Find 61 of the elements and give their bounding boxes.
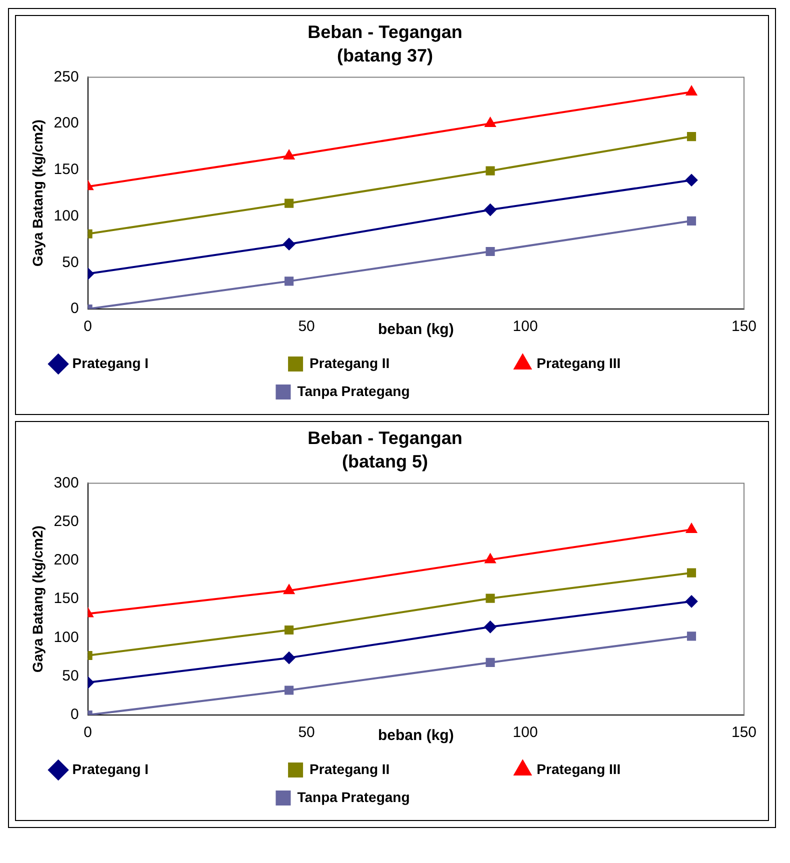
point xyxy=(484,620,496,633)
point xyxy=(686,86,697,96)
legend-label: Prategang II xyxy=(310,760,502,777)
y-tick-label: 0 xyxy=(70,300,79,318)
point xyxy=(484,554,496,564)
point xyxy=(486,166,495,176)
y-tick-label: 250 xyxy=(54,68,79,86)
point xyxy=(486,658,495,667)
point xyxy=(686,524,697,534)
chart-title: Beban - Tegangan xyxy=(308,428,462,448)
y-tick-label: 200 xyxy=(54,552,79,569)
legend-label: Tanpa Prategang xyxy=(297,382,494,399)
x-tick-label: 150 xyxy=(731,724,757,742)
point xyxy=(486,594,495,603)
x-tick-label: 100 xyxy=(512,724,538,742)
x-axis-title: beban (kg) xyxy=(378,727,454,744)
y-axis-title: Gaya Batang (kg/cm2) xyxy=(29,526,46,673)
y-tick-label: 200 xyxy=(54,114,79,132)
point xyxy=(284,686,294,695)
legend-label: Prategang I xyxy=(72,354,275,371)
chart-title: Beban - Tegangan xyxy=(308,22,462,42)
point xyxy=(284,276,294,286)
point xyxy=(686,132,696,142)
x-tick-label: 50 xyxy=(298,724,315,742)
point xyxy=(283,652,296,664)
point xyxy=(686,216,696,226)
point xyxy=(486,246,495,256)
point xyxy=(484,204,496,216)
point xyxy=(283,238,296,250)
x-tick-label: 50 xyxy=(298,318,315,336)
y-tick-label: 250 xyxy=(54,512,79,530)
point xyxy=(686,568,696,578)
x-tick-label: 0 xyxy=(84,724,92,742)
y-tick-label: 0 xyxy=(70,706,79,724)
point xyxy=(686,632,696,641)
legend-label: Prategang III xyxy=(536,354,719,371)
x-tick-label: 0 xyxy=(84,318,92,336)
y-tick-label: 300 xyxy=(54,474,79,492)
chart-subtitle: (batang 5) xyxy=(342,451,428,472)
point xyxy=(284,584,294,594)
x-tick-label: 150 xyxy=(731,318,757,336)
legend-label: Prategang II xyxy=(310,354,502,371)
legend-label: Prategang III xyxy=(536,760,719,777)
y-tick-label: 100 xyxy=(54,628,79,646)
point xyxy=(284,150,294,160)
point xyxy=(284,198,294,208)
legend-label: Tanpa Prategang xyxy=(297,788,494,805)
point xyxy=(686,595,698,608)
legend-label: Prategang I xyxy=(72,760,275,777)
chart-subtitle: (batang 37) xyxy=(336,45,434,66)
x-axis-title: beban (kg) xyxy=(378,321,454,338)
point xyxy=(484,118,496,128)
y-axis-title: Gaya Batang (kg/cm2) xyxy=(29,120,46,267)
x-tick-label: 100 xyxy=(512,318,538,336)
y-tick-label: 150 xyxy=(54,161,79,178)
y-tick-label: 100 xyxy=(54,207,79,224)
y-tick-label: 50 xyxy=(62,668,79,685)
y-tick-label: 150 xyxy=(54,590,79,608)
point xyxy=(284,625,294,635)
point xyxy=(686,174,698,186)
y-tick-label: 50 xyxy=(62,254,79,271)
